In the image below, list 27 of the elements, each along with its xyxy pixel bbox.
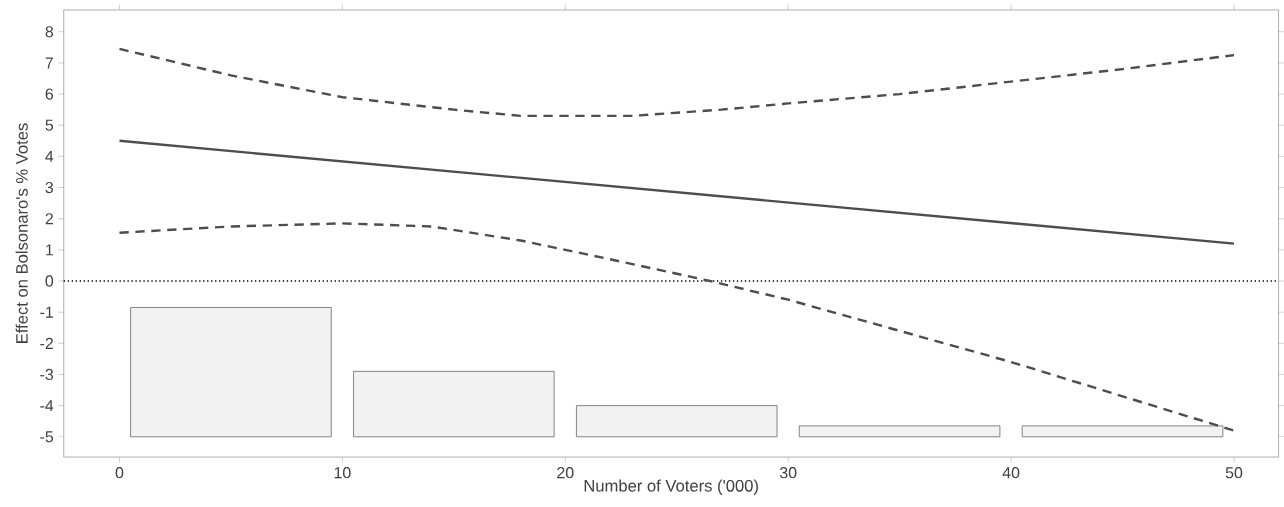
y-tick-label: -4 [40,400,54,412]
x-tick-label: 0 [115,467,124,479]
bar [576,405,778,438]
y-tick-label: 6 [45,88,54,100]
x-tick-label: 30 [779,467,797,479]
x-axis-title: Number of Voters ('000) [584,479,758,496]
y-tick-label: 8 [45,26,54,38]
y-tick-label: 3 [45,181,54,194]
y-tick-label: -1 [40,306,53,318]
y-tick-label: 7 [45,57,53,69]
bar [798,425,1001,438]
bar [1021,425,1224,438]
x-tick-label: 10 [334,467,351,479]
bar [130,307,332,438]
x-tick-label: 50 [1225,467,1243,479]
y-tick-label: -3 [40,368,54,381]
y-tick-label: 4 [45,150,54,162]
y-tick-label: -2 [40,337,53,349]
bar [353,371,555,438]
x-tick-label: 20 [557,467,574,479]
y-tick-label: 1 [46,244,53,256]
y-tick-label: 2 [45,213,53,225]
y-tick-label: 5 [45,119,54,131]
y-tick-label: 0 [45,275,54,287]
x-tick-label: 40 [1002,467,1020,479]
y-tick-label: -5 [40,431,54,443]
y-axis-title: Effect on Bolsonaro's % Votes [15,123,28,343]
